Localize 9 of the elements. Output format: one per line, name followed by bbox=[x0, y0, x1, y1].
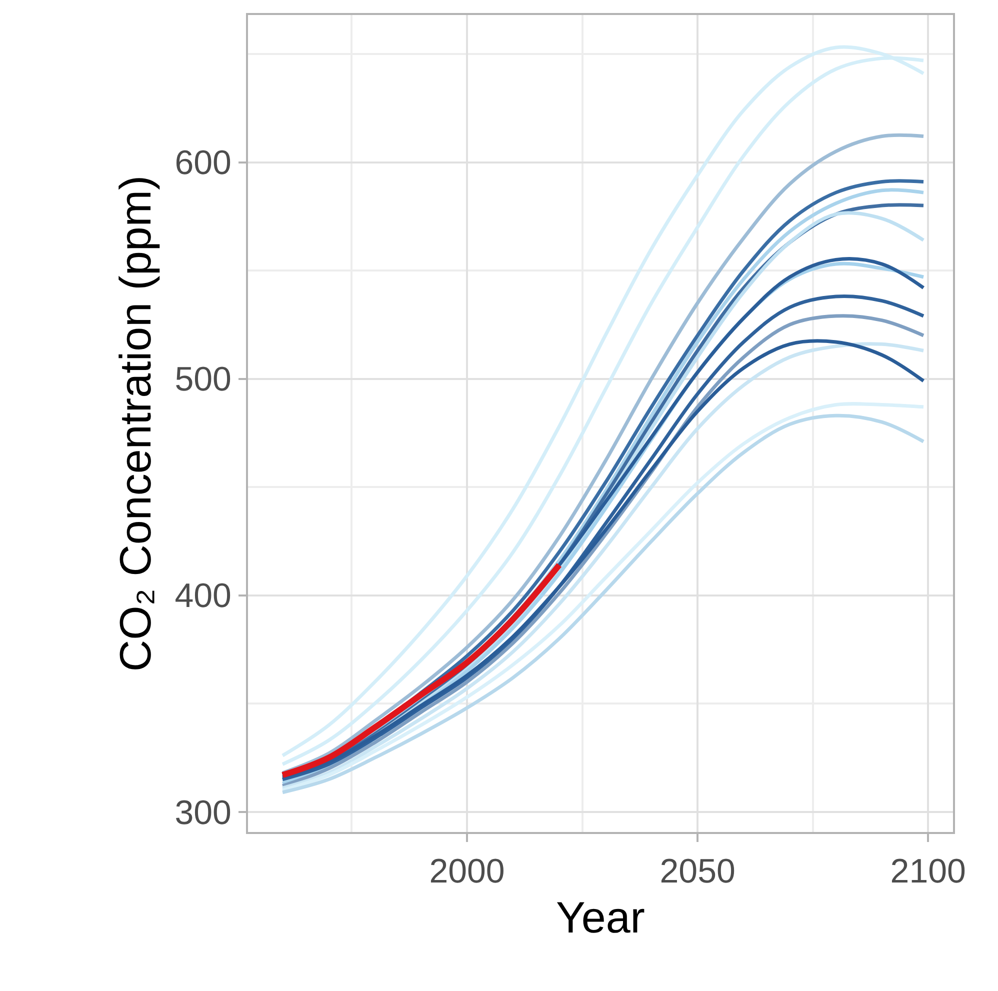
y-tick-label: 500 bbox=[174, 360, 232, 399]
x-tick-label: 2050 bbox=[660, 852, 736, 891]
x-tick-label: 2000 bbox=[429, 852, 505, 891]
y-tick-label: 400 bbox=[174, 577, 232, 616]
y-tick-label: 600 bbox=[174, 144, 232, 182]
y-axis-title: CO₂ Concentration (ppm) bbox=[111, 175, 160, 672]
y-tick-label: 300 bbox=[174, 794, 232, 832]
x-tick-label: 2100 bbox=[890, 852, 966, 891]
x-axis-title: Year bbox=[556, 893, 645, 942]
